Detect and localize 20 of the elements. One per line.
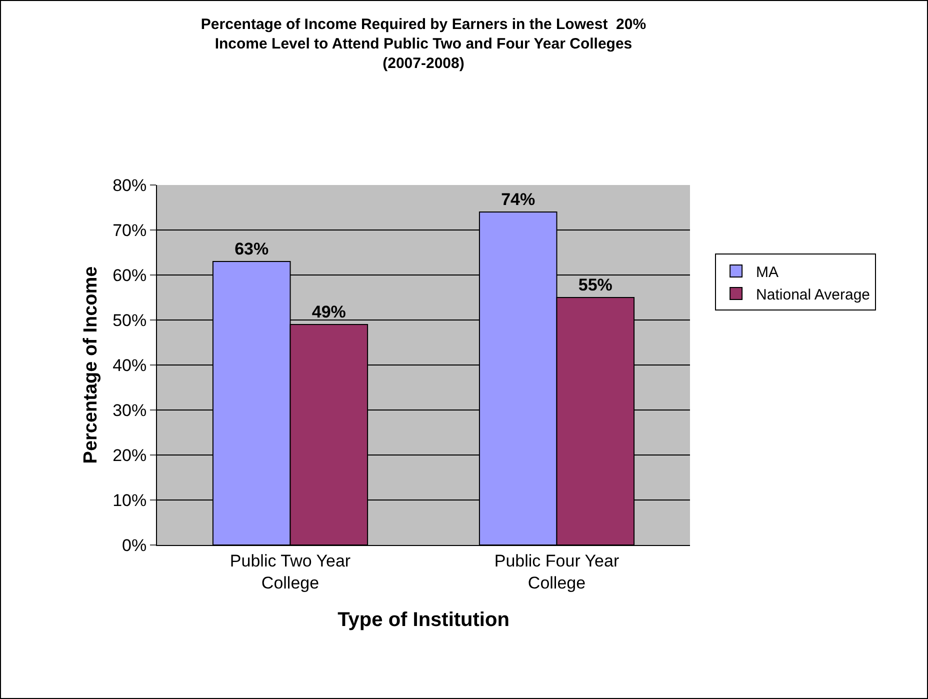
- y-tick-label: 60%: [112, 266, 147, 285]
- y-tick-label: 30%: [112, 400, 147, 420]
- data-label: 55%: [578, 276, 612, 294]
- y-tick-label: 20%: [112, 446, 147, 465]
- data-label: 63%: [234, 240, 269, 258]
- y-axis-title: Percentage of Income: [80, 266, 102, 464]
- chart-title: Percentage of Income Required by Earners in the Lowest 20% Income Level to Attend Public Two and Four Year Colleges (2007-2008): [200, 16, 646, 72]
- y-tick-label: 70%: [112, 220, 147, 240]
- y-tick-label: 50%: [112, 310, 147, 330]
- x-tick-label: Public Two Year College: [230, 551, 351, 592]
- y-tick-label: 10%: [112, 490, 147, 510]
- y-tick-label: 80%: [112, 176, 147, 195]
- legend-label: National Average: [756, 286, 870, 304]
- legend-label: MA: [756, 264, 779, 281]
- data-label: 74%: [501, 190, 536, 209]
- y-tick-label: 40%: [112, 356, 147, 375]
- y-tick-label: 0%: [122, 536, 147, 555]
- x-tick-label: Public Four Year College: [494, 551, 620, 592]
- x-axis-title: Type of Institution: [338, 609, 510, 631]
- data-label: 49%: [312, 302, 346, 322]
